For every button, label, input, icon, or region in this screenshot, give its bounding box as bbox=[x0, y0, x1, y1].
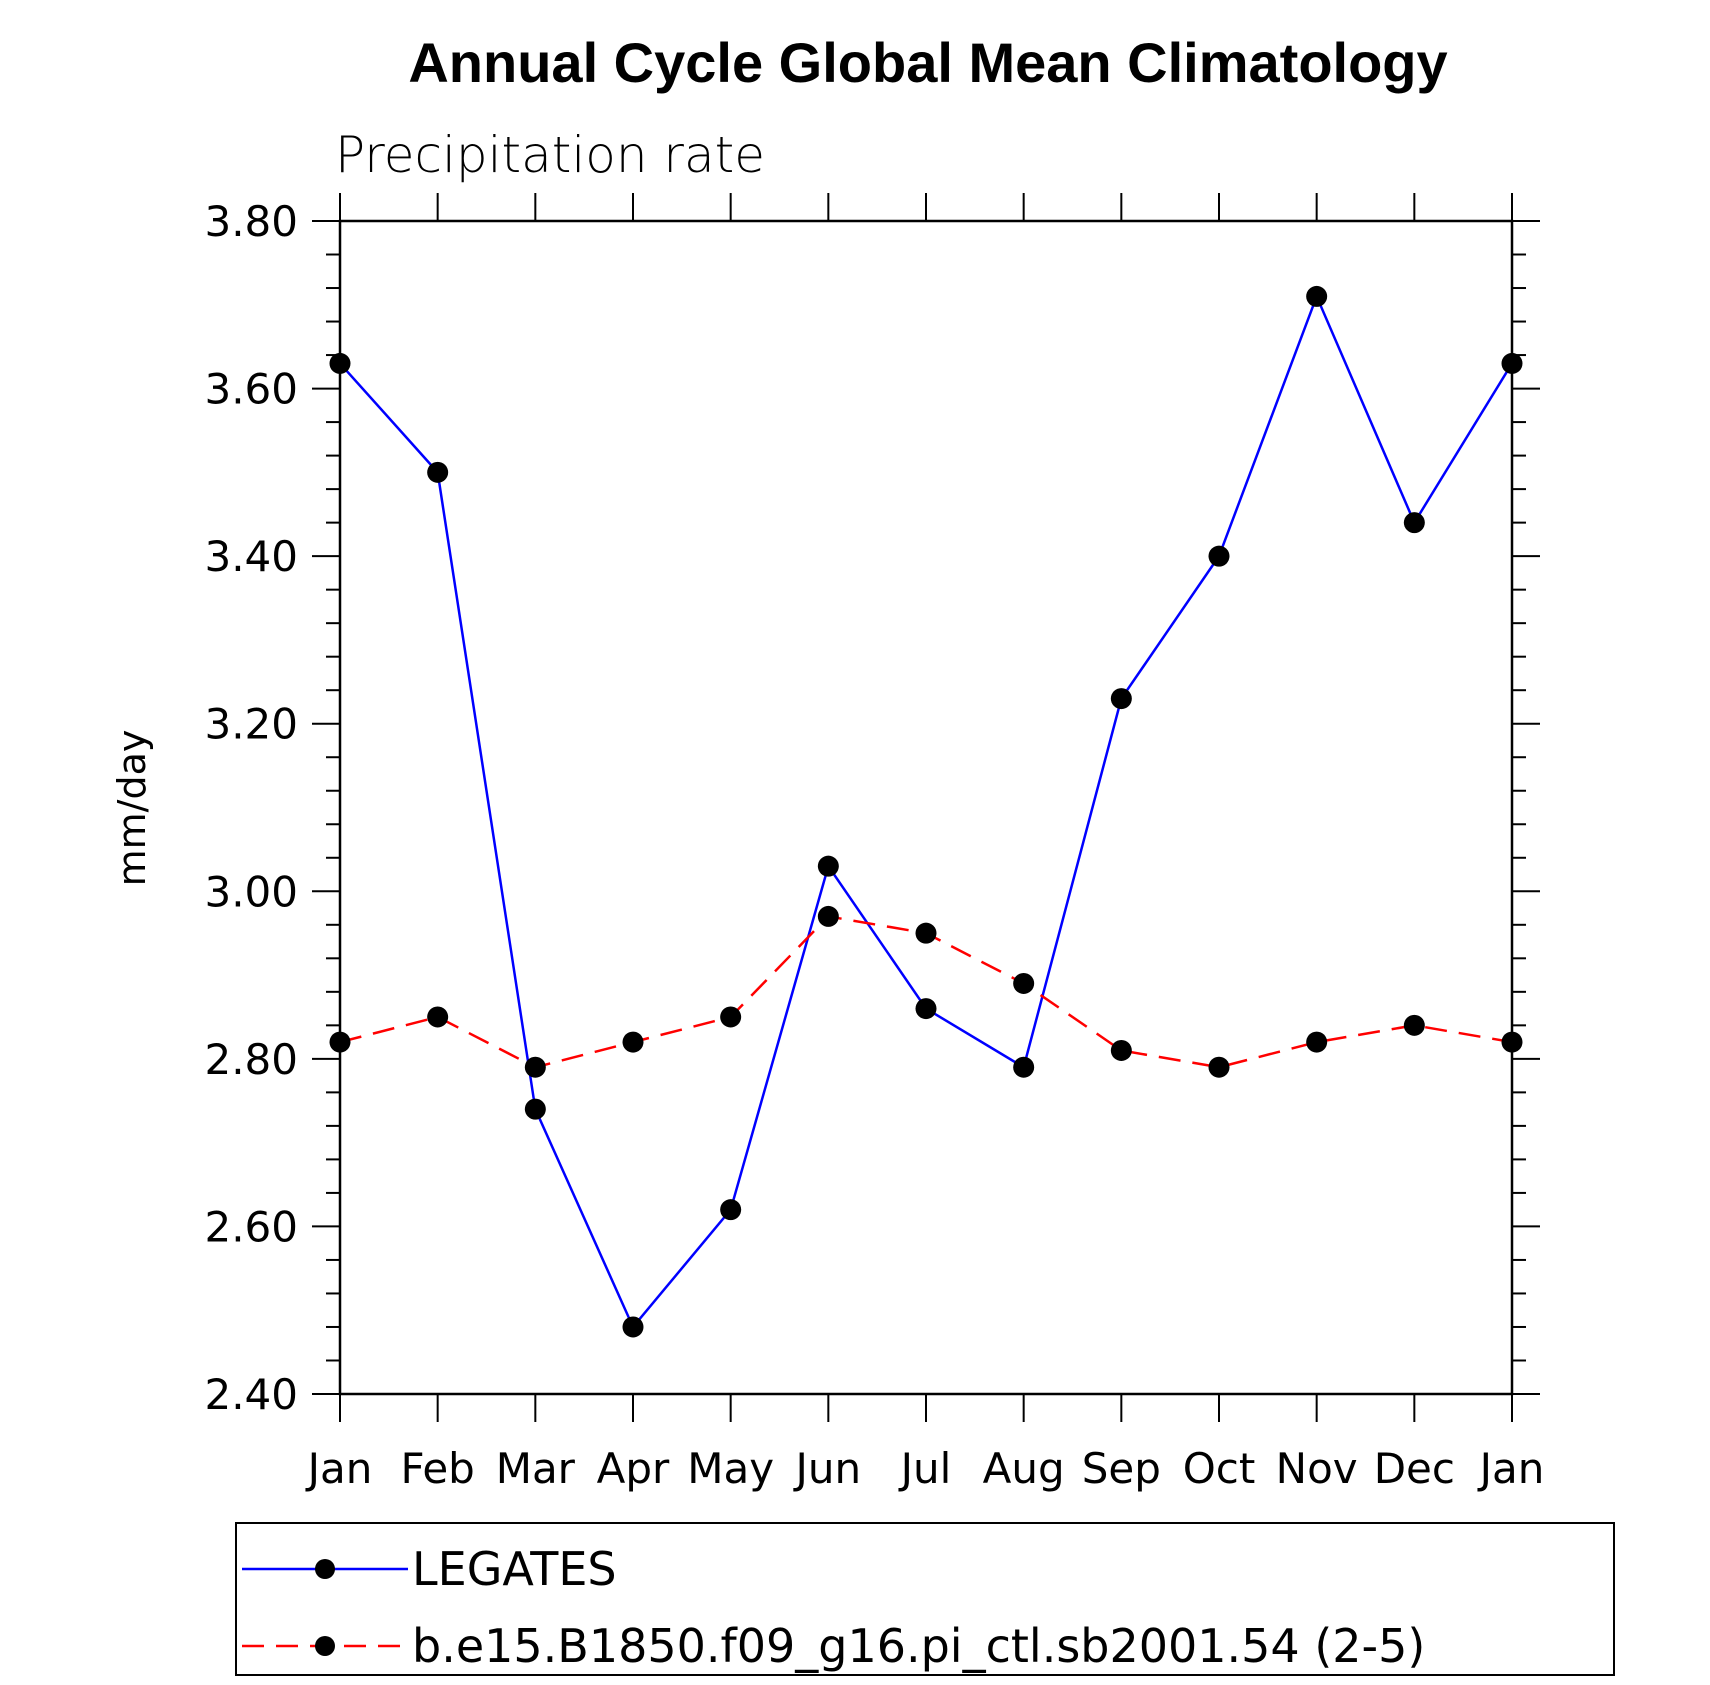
series-1-point bbox=[1501, 352, 1523, 374]
series-2-point bbox=[329, 1031, 351, 1053]
y-tick-label: 3.80 bbox=[204, 197, 298, 246]
legend-marker-2 bbox=[315, 1636, 335, 1656]
plot-frame bbox=[338, 219, 1514, 1396]
series-2-point bbox=[622, 1031, 644, 1053]
legend-label-2: b.e15.B1850.f09_g16.pi_ctl.sb2001.54 (2-… bbox=[412, 1619, 1425, 1673]
chart-subtitle: Precipitation rate bbox=[335, 126, 765, 184]
x-tick-label: Aug bbox=[983, 1444, 1065, 1493]
series-1-point bbox=[720, 1199, 742, 1221]
series-1-point bbox=[915, 998, 937, 1020]
x-tick-label: Nov bbox=[1276, 1444, 1358, 1493]
y-tick-label: 3.20 bbox=[204, 700, 298, 749]
series-line-1 bbox=[339, 293, 1514, 1330]
legend-label-1: LEGATES bbox=[412, 1542, 617, 1596]
y-tick-label: 3.40 bbox=[204, 532, 298, 581]
x-tick-label: May bbox=[687, 1444, 774, 1493]
series-2-point bbox=[427, 1006, 449, 1028]
x-tick-label: Mar bbox=[496, 1444, 576, 1493]
legend: LEGATES b.e15.B1850.f09_g16.pi_ctl.sb2001… bbox=[235, 1522, 1615, 1676]
series-1-point bbox=[1208, 545, 1230, 567]
series-1-point bbox=[1110, 688, 1132, 710]
chart-title: Annual Cycle Global Mean Climatology bbox=[408, 31, 1447, 94]
y-tick-label: 2.40 bbox=[204, 1370, 298, 1419]
x-tick-label: Jan bbox=[1477, 1444, 1545, 1493]
series-1-point bbox=[427, 461, 449, 483]
x-tick-label: Jul bbox=[898, 1444, 952, 1493]
x-tick-label: Oct bbox=[1183, 1444, 1256, 1493]
series-1-point bbox=[1013, 1056, 1035, 1078]
series-2-point bbox=[1403, 1014, 1425, 1036]
series-1-point bbox=[329, 352, 351, 374]
series-1-point bbox=[817, 855, 839, 877]
x-tick-label: Jun bbox=[793, 1444, 862, 1493]
legend-box bbox=[235, 1522, 1615, 1676]
series-2-point bbox=[915, 922, 937, 944]
series-2-point bbox=[1208, 1056, 1230, 1078]
legend-marker-1 bbox=[315, 1559, 335, 1579]
y-tick-label: 3.60 bbox=[204, 365, 298, 414]
series-2-point bbox=[720, 1006, 742, 1028]
series-2-point bbox=[1013, 972, 1035, 994]
series-2-point bbox=[1306, 1031, 1328, 1053]
x-tick-label: Jan bbox=[305, 1444, 373, 1493]
y-tick-label: 2.60 bbox=[204, 1202, 298, 1251]
y-axis-label: mm/day bbox=[110, 730, 154, 887]
series-2-point bbox=[1501, 1031, 1523, 1053]
plot-layer: 2.40 2.60 2.80 3.00 3.20 3.40 3.60 3.80 Jan Feb Ma… bbox=[204, 193, 1544, 1493]
x-tick-label: Sep bbox=[1082, 1444, 1161, 1493]
series-2-point bbox=[1110, 1039, 1132, 1061]
series-1-point bbox=[1306, 285, 1328, 307]
series-2-point bbox=[524, 1056, 546, 1078]
series-1-point bbox=[1403, 512, 1425, 534]
y-tick-label: 2.80 bbox=[204, 1035, 298, 1084]
y-tick-label: 3.00 bbox=[204, 867, 298, 916]
x-tick-label: Apr bbox=[597, 1444, 670, 1493]
series-1-point bbox=[524, 1098, 546, 1120]
x-tick-label: Dec bbox=[1374, 1444, 1455, 1493]
series-1-point bbox=[622, 1316, 644, 1338]
series-2-point bbox=[817, 905, 839, 927]
x-tick-label: Feb bbox=[400, 1444, 474, 1493]
